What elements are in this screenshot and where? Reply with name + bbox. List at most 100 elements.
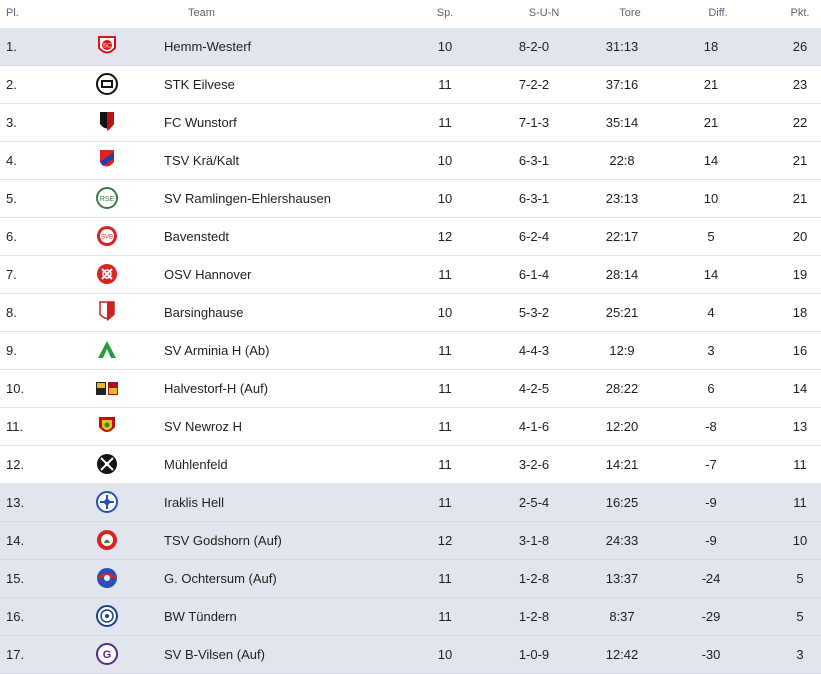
team-name[interactable]: TSV Krä/Kalt (164, 153, 240, 168)
team-name[interactable]: SV Newroz H (164, 419, 243, 434)
table-row[interactable]: 2. STK Eilvese 11 7-2-2 37:16 21 23 (0, 66, 821, 104)
table-row[interactable]: 14. TSV Godshorn (Auf) 12 3-1-8 24:33 -9 10 (0, 522, 821, 560)
team-name[interactable]: STK Eilvese (164, 77, 235, 92)
games-played: 10 (437, 191, 453, 206)
position: 12. (6, 457, 25, 472)
goals: 14:21 (605, 457, 639, 472)
table-row[interactable]: 1. SC Hemm-Westerf 10 8-2-0 31:13 18 26 (0, 28, 821, 66)
goal-difference: 10 (703, 191, 719, 206)
points: 21 (792, 153, 808, 168)
goals: 28:22 (605, 381, 639, 396)
header-games[interactable]: Sp. (436, 7, 454, 19)
svg-text:RSE: RSE (100, 196, 115, 203)
team-name[interactable]: Bavenstedt (164, 229, 230, 244)
team-logo-icon: SVB (97, 226, 117, 246)
table-row[interactable]: 8. Barsinghause 10 5-3-2 25:21 4 18 (0, 294, 821, 332)
position: 3. (6, 115, 17, 130)
team-logo-icon (99, 417, 115, 432)
header-goals[interactable]: Tore (619, 7, 641, 19)
team-logo-icon: G (96, 643, 118, 665)
goals: 37:16 (605, 77, 639, 92)
table-row[interactable]: 9. SV Arminia H (Ab) 11 4-4-3 12:9 3 16 (0, 332, 821, 370)
header-record[interactable]: S-U-N (528, 7, 560, 19)
table-row[interactable]: 13. Iraklis Hell 11 2-5-4 16:25 -9 11 (0, 484, 821, 522)
games-played: 11 (438, 77, 452, 92)
team-name[interactable]: Hemm-Westerf (164, 39, 252, 54)
position: 10. (6, 381, 25, 396)
win-draw-loss: 6-3-1 (518, 153, 550, 168)
goal-difference: 21 (703, 77, 719, 92)
points: 3 (796, 647, 804, 662)
team-name[interactable]: Barsinghause (164, 305, 244, 320)
team-name[interactable]: SV B-Vilsen (Auf) (164, 647, 265, 662)
goal-difference: -29 (701, 609, 721, 624)
team-logo-icon: RSE (96, 187, 118, 209)
table-row[interactable]: 6. SVB Bavenstedt 12 6-2-4 22:17 5 20 (0, 218, 821, 256)
goal-difference: -30 (701, 647, 721, 662)
win-draw-loss: 7-2-2 (518, 77, 550, 92)
goal-difference: -9 (705, 533, 717, 548)
win-draw-loss: 3-2-6 (518, 457, 550, 472)
header-team[interactable]: Team (188, 7, 215, 19)
team-name[interactable]: OSV Hannover (164, 267, 252, 282)
games-played: 10 (437, 153, 453, 168)
games-played: 11 (438, 457, 452, 472)
team-name[interactable]: Mühlenfeld (164, 457, 228, 472)
header-points[interactable]: Pkt. (790, 7, 810, 19)
games-played: 11 (438, 115, 452, 130)
team-name[interactable]: SV Arminia H (Ab) (164, 343, 270, 358)
team-name[interactable]: Halvestorf-H (Auf) (164, 381, 269, 396)
points: 16 (792, 343, 808, 358)
win-draw-loss: 1-0-9 (518, 647, 550, 662)
points: 5 (796, 609, 804, 624)
goal-difference: -24 (701, 571, 721, 586)
goals: 12:9 (609, 343, 635, 358)
goal-difference: -9 (705, 495, 717, 510)
table-row[interactable]: 17. G SV B-Vilsen (Auf) 10 1-0-9 12:42 -30 3 (0, 636, 821, 674)
team-logo-icon (97, 568, 117, 588)
position: 17. (6, 647, 25, 662)
goals: 16:25 (605, 495, 639, 510)
position: 9. (6, 343, 17, 358)
table-row[interactable]: 16. BW Tündern 11 1-2-8 8:37 -29 5 (0, 598, 821, 636)
team-logo-icon (97, 454, 117, 474)
team-logo-icon (96, 73, 118, 95)
team-name[interactable]: Iraklis Hell (164, 495, 224, 510)
goal-difference: -7 (705, 457, 717, 472)
games-played: 11 (438, 267, 452, 282)
header-difference[interactable]: Diff. (708, 7, 728, 19)
position: 16. (6, 609, 25, 624)
points: 5 (796, 571, 804, 586)
games-played: 10 (437, 305, 453, 320)
games-played: 11 (438, 419, 452, 434)
table-row[interactable]: 5. RSE SV Ramlingen-Ehlershausen 10 6-3-1 23:… (0, 180, 821, 218)
table-row[interactable]: 4. TSV Krä/Kalt 10 6-3-1 22:8 14 21 (0, 142, 821, 180)
team-logo-icon (96, 491, 118, 513)
goals: 31:13 (605, 39, 639, 54)
team-name[interactable]: TSV Godshorn (Auf) (164, 533, 282, 548)
points: 14 (792, 381, 808, 396)
points: 20 (792, 229, 808, 244)
team-name[interactable]: FC Wunstorf (164, 115, 237, 130)
goals: 13:37 (605, 571, 639, 586)
win-draw-loss: 6-2-4 (518, 229, 550, 244)
win-draw-loss: 3-1-8 (518, 533, 550, 548)
header-position[interactable]: Pl. (6, 7, 19, 19)
goals: 12:20 (605, 419, 639, 434)
table-row[interactable]: 11. SV Newroz H 11 4-1-6 12:20 -8 13 (0, 408, 821, 446)
games-played: 12 (437, 229, 453, 244)
table-row[interactable]: 7. OSV Hannover 11 6-1-4 28:14 14 19 (0, 256, 821, 294)
team-name[interactable]: SV Ramlingen-Ehlershausen (164, 191, 331, 206)
table-row[interactable]: 3. FC Wunstorf 11 7-1-3 35:14 21 22 (0, 104, 821, 142)
team-name[interactable]: BW Tündern (164, 609, 237, 624)
team-name[interactable]: G. Ochtersum (Auf) (164, 571, 277, 586)
goal-difference: 4 (707, 305, 715, 320)
win-draw-loss: 6-3-1 (518, 191, 550, 206)
goals: 25:21 (605, 305, 639, 320)
position: 1. (6, 39, 17, 54)
table-row[interactable]: 12. Mühlenfeld 11 3-2-6 14:21 -7 11 (0, 446, 821, 484)
table-row[interactable]: 15. G. Ochtersum (Auf) 11 1-2-8 13:37 -24 5 (0, 560, 821, 598)
games-played: 10 (437, 647, 453, 662)
table-row[interactable]: 10. Halvestorf-H (Auf) 11 4-2-5 28:22 6 14 (0, 370, 821, 408)
svg-text:SVB: SVB (101, 235, 113, 241)
